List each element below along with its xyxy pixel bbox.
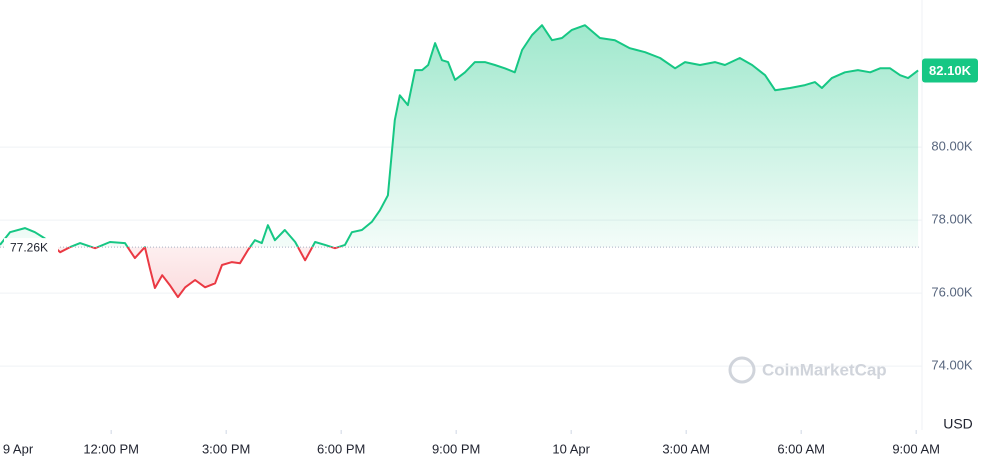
baseline-label: 77.26K — [10, 240, 48, 254]
price-line — [0, 24, 919, 299]
x-tick-label: 10 Apr — [552, 441, 590, 456]
current-price-badge — [922, 58, 978, 83]
current-price-label: 82.10K — [929, 63, 972, 78]
y-tick-label: 80.00K — [931, 139, 973, 154]
y-tick-label: 74.00K — [931, 358, 973, 373]
unit-label: USD — [943, 416, 973, 432]
watermark: CoinMarketCap — [728, 356, 887, 384]
watermark-text: CoinMarketCap — [762, 360, 887, 379]
x-tick-label: 12:00 PM — [83, 441, 139, 456]
y-tick-label: 78.00K — [931, 212, 973, 227]
x-tick-label: 9:00 PM — [432, 441, 480, 456]
x-tick-label: 6:00 PM — [317, 441, 365, 456]
x-tick-label: 6:00 AM — [777, 441, 825, 456]
y-tick-label: 76.00K — [931, 285, 973, 300]
x-tick-label: 9 Apr — [3, 441, 34, 456]
x-tick-label: 3:00 AM — [662, 441, 710, 456]
x-tick-label: 9:00 AM — [892, 441, 940, 456]
area — [0, 25, 919, 298]
x-tick-label: 3:00 PM — [202, 441, 250, 456]
baseline-label-bg — [4, 238, 58, 257]
